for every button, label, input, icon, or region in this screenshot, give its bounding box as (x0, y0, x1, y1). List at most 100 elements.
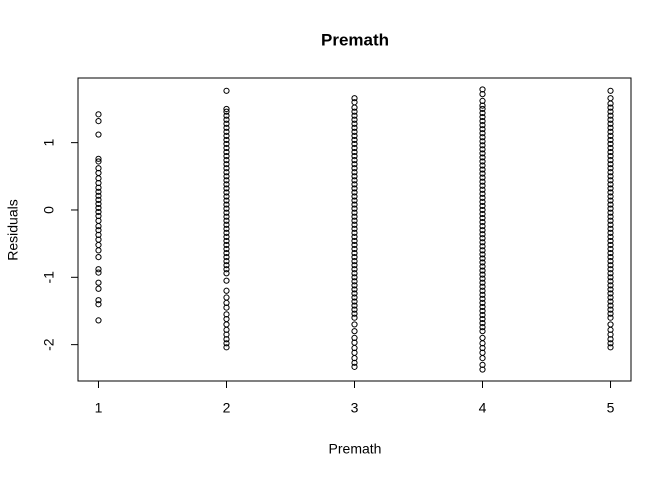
point (607, 221, 614, 228)
point (223, 344, 230, 351)
point (479, 117, 486, 125)
point (479, 279, 486, 286)
point (479, 319, 486, 327)
point (95, 208, 102, 216)
point (607, 112, 614, 119)
point (479, 134, 486, 141)
point (479, 307, 486, 315)
point (351, 221, 358, 228)
point (479, 113, 486, 121)
point (479, 287, 486, 294)
point (351, 197, 358, 204)
point (223, 105, 230, 113)
point (223, 116, 230, 123)
point (479, 247, 486, 254)
point (351, 262, 358, 269)
point (479, 255, 486, 262)
point (223, 177, 230, 184)
chart-title: Premath (321, 30, 389, 49)
point (479, 214, 486, 222)
point (223, 209, 230, 216)
point (479, 355, 486, 362)
point (351, 205, 358, 212)
point (223, 277, 230, 284)
point (351, 169, 358, 176)
point (351, 148, 358, 156)
point (223, 161, 230, 168)
point (351, 237, 358, 245)
point (351, 144, 358, 152)
point (479, 109, 486, 117)
point (479, 91, 486, 98)
point (223, 287, 230, 294)
point (607, 344, 614, 351)
point (351, 321, 358, 328)
point (607, 140, 614, 148)
x-tick-label: 5 (607, 400, 615, 416)
point (351, 140, 358, 148)
point (223, 185, 230, 192)
point (479, 174, 486, 181)
point (351, 298, 358, 305)
point (479, 271, 486, 278)
point (223, 221, 230, 228)
point (607, 254, 614, 261)
point (479, 190, 486, 197)
point (607, 124, 614, 131)
point (95, 317, 102, 324)
point (223, 225, 230, 232)
point (607, 298, 614, 305)
point (479, 259, 486, 266)
point (351, 181, 358, 188)
point (95, 297, 102, 304)
point (607, 153, 614, 160)
point (479, 166, 486, 173)
point (607, 245, 614, 253)
point (351, 306, 358, 313)
point (351, 302, 358, 309)
point (479, 295, 486, 302)
point (223, 193, 230, 200)
point (223, 205, 230, 212)
point (95, 155, 102, 162)
point (223, 169, 230, 176)
point (479, 267, 486, 274)
point (351, 153, 358, 160)
point (351, 217, 358, 224)
point (479, 243, 486, 250)
point (95, 188, 102, 195)
point (351, 249, 358, 257)
point (223, 249, 230, 257)
point (607, 282, 614, 289)
point (223, 241, 230, 249)
point (479, 263, 486, 270)
point (607, 185, 614, 192)
point (607, 270, 614, 277)
point (223, 254, 230, 261)
point (479, 311, 486, 319)
x-axis-title: Premath (329, 441, 382, 457)
point (223, 148, 230, 156)
point (95, 200, 102, 208)
point (351, 213, 358, 220)
point (479, 328, 486, 335)
point (479, 206, 486, 214)
point (479, 138, 486, 145)
point (351, 245, 358, 253)
point (607, 314, 614, 321)
point (607, 128, 614, 135)
point (351, 359, 358, 366)
point (351, 193, 358, 200)
point (479, 218, 486, 226)
point (95, 184, 102, 191)
point (607, 181, 614, 188)
y-tick-label: 0 (41, 206, 57, 214)
point (223, 136, 230, 144)
point (351, 173, 358, 180)
point (607, 310, 614, 317)
point (607, 189, 614, 196)
point (95, 131, 102, 138)
point (351, 120, 358, 127)
point (223, 153, 230, 160)
point (351, 177, 358, 184)
